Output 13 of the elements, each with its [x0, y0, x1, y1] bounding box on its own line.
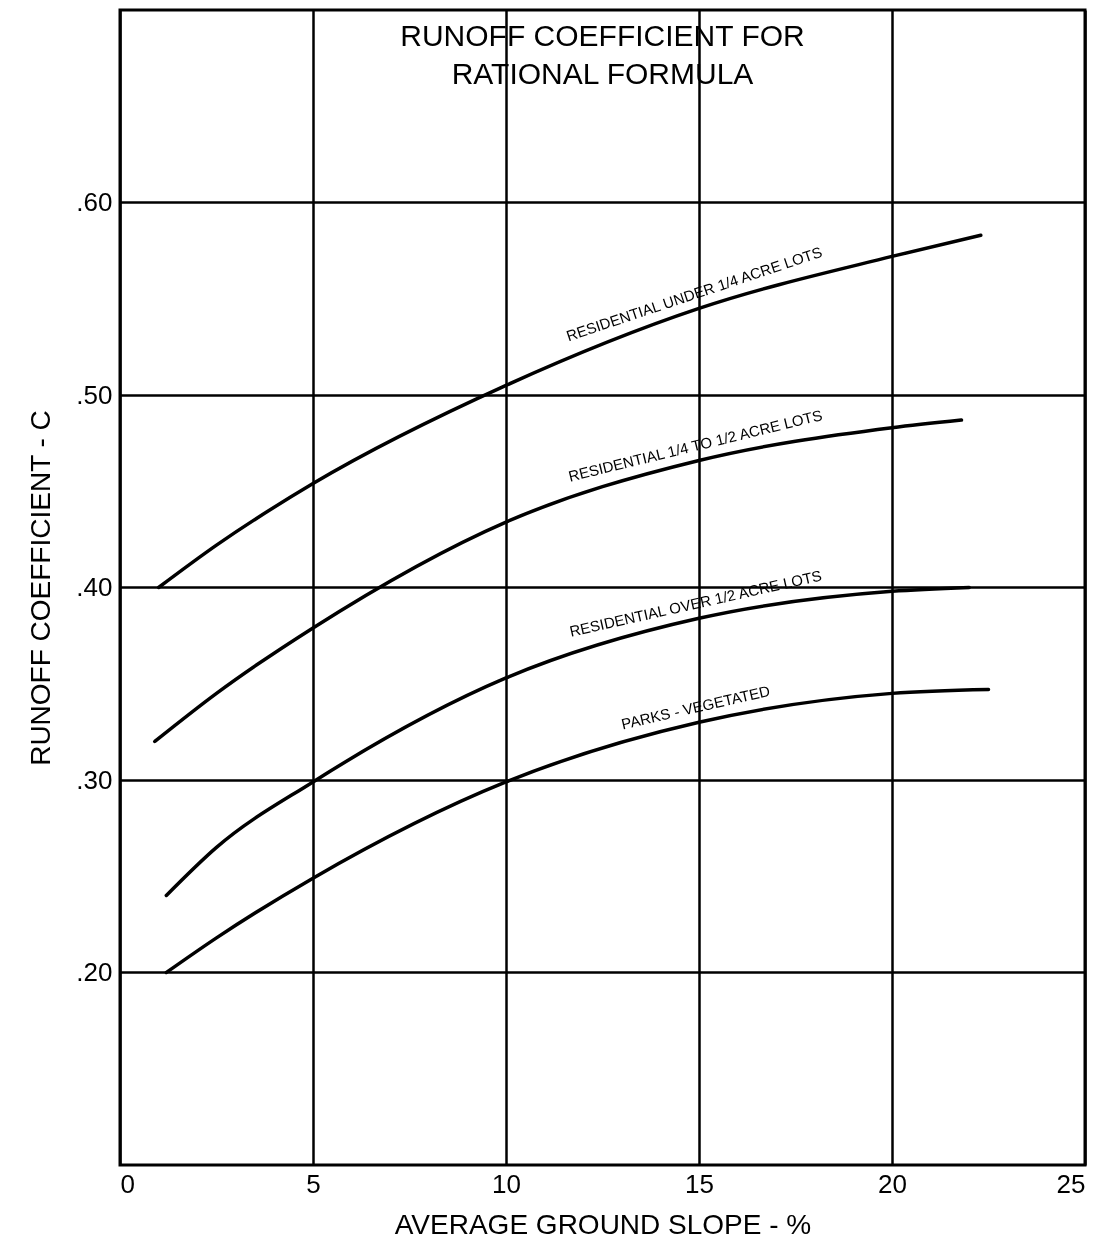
- y-tick-label: .20: [76, 957, 113, 987]
- x-tick-label: 10: [492, 1168, 521, 1199]
- y-tick-label: .30: [76, 764, 113, 795]
- y-tick-label: .50: [76, 379, 113, 410]
- y-tick-label: .60: [76, 187, 113, 217]
- x-tick-label: 25: [1056, 1168, 1086, 1199]
- x-tick-label: 20: [878, 1168, 907, 1199]
- y-axis-title: RUNOFF COEFFICIENT - C: [25, 410, 57, 766]
- x-tick-label: 5: [306, 1168, 321, 1199]
- x-tick-label: 15: [685, 1168, 714, 1199]
- x-axis-title: AVERAGE GROUND SLOPE - %: [394, 1208, 812, 1240]
- y-tick-label: .40: [76, 572, 113, 602]
- x-tick-label: 0: [120, 1168, 135, 1199]
